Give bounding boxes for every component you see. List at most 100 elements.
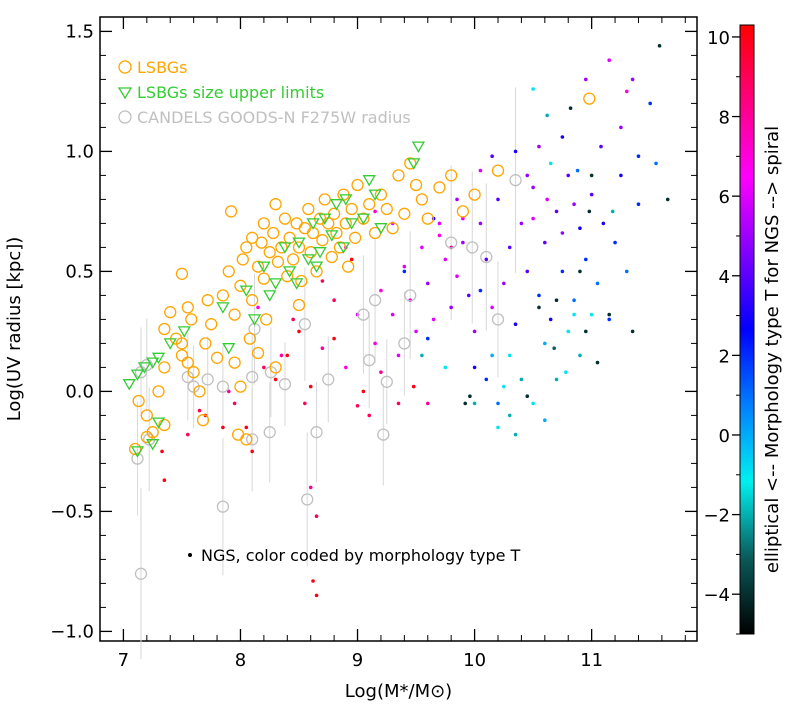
ngs-point [564,370,568,375]
lsbg-point [243,332,256,345]
x-axis-title: Log(M*/M⊙) [345,681,452,702]
legend-label-ngs: NGS, color coded by morphology type T [201,546,521,565]
ngs-point [513,322,518,327]
ngs-point [502,281,506,286]
ngs-point [566,173,571,178]
ngs-point [490,353,494,358]
lsbg-point [175,267,189,280]
lsbg-point [445,169,458,182]
ngs-point [607,58,612,62]
ngs-point [607,312,612,317]
y-tick-label: 1.0 [65,141,94,162]
lsbg-point [292,298,306,312]
lsbg-point [398,207,411,220]
ngs-point [320,346,325,351]
plot-border [99,16,698,642]
ngs-point [531,216,535,221]
candels-point [466,241,479,254]
lsbg-point [278,212,292,225]
lsbg-point [240,433,253,446]
ngs-point [303,401,307,406]
candels-point [480,250,493,264]
lsbg-point [267,226,280,240]
ngs-point [568,106,573,110]
candels-point [134,567,148,580]
ngs-point [349,257,354,262]
ngs-point [560,269,565,274]
ngs-point [630,329,635,334]
lsbg-point [374,188,388,201]
ngs-point [543,418,547,423]
ngs-point [636,154,641,158]
upper-limit-point [407,158,421,170]
legend-label-lsbgs: LSBGs [137,58,188,77]
upper-limit-point [146,439,160,451]
ngs-point [537,305,541,310]
ngs-point [566,329,571,334]
ngs-point [496,425,500,430]
x-tick-label: 11 [580,650,603,671]
lsbg-point [152,385,165,398]
candels-point [357,308,370,321]
ngs-point [624,269,629,274]
ngs-point [619,125,623,130]
y-axis-title: Log(UV radius [kpc]) [4,237,25,422]
ngs-point [273,377,278,382]
lsbg-point [292,241,306,254]
chart-marks [122,44,670,660]
ngs-point [232,401,237,406]
lsbg-point [310,265,323,278]
lsbg-point [185,313,198,326]
upper-limit-point [362,175,376,187]
ngs-point [197,408,202,413]
ngs-point [472,401,477,406]
ngs-point [443,365,448,370]
ngs-point [478,221,483,226]
colorbar-tick-label: −2 [703,506,730,527]
ngs-point [256,305,260,310]
ngs-point [332,336,336,341]
ngs-point [525,269,530,274]
colorbar-tick-label: −4 [703,585,730,606]
candels-point [278,378,292,391]
ngs-point [478,288,483,293]
ngs-point [545,113,549,118]
ngs-point [420,353,424,358]
ngs-point [431,317,436,322]
lsbg-point [275,241,288,254]
ngs-point [496,401,500,406]
ngs-point [513,432,518,437]
lsbg-point [433,181,446,194]
upper-limit-point [151,352,166,365]
ngs-point [379,288,383,293]
ngs-point [636,202,641,206]
lsbg-point [216,289,230,302]
ngs-point [455,274,459,279]
ngs-point [361,389,366,394]
ngs-point [455,197,459,202]
lsbg-point [193,385,206,398]
upper-limit-point [263,290,277,302]
lsbg-point [257,272,271,285]
ngs-point [624,89,629,94]
ngs-point [657,44,662,48]
ngs-point [513,149,518,154]
candels-point [445,236,458,249]
ngs-point [373,341,377,346]
ngs-point [314,514,319,518]
upper-limit-point [356,213,371,225]
lsbg-point [246,231,259,244]
candels-point [398,337,411,350]
ngs-point [519,221,524,226]
ngs-point [355,404,360,408]
colorbar-tick-label: 0 [719,426,730,447]
upper-limit-point [345,218,359,230]
x-tick-label: 9 [352,650,363,671]
ngs-point [472,329,477,334]
ngs-point [531,87,535,91]
ngs-point [414,329,418,334]
upper-limit-point [137,362,152,374]
ngs-point [587,209,592,214]
ngs-point [443,257,448,262]
lsbg-point [205,318,218,331]
